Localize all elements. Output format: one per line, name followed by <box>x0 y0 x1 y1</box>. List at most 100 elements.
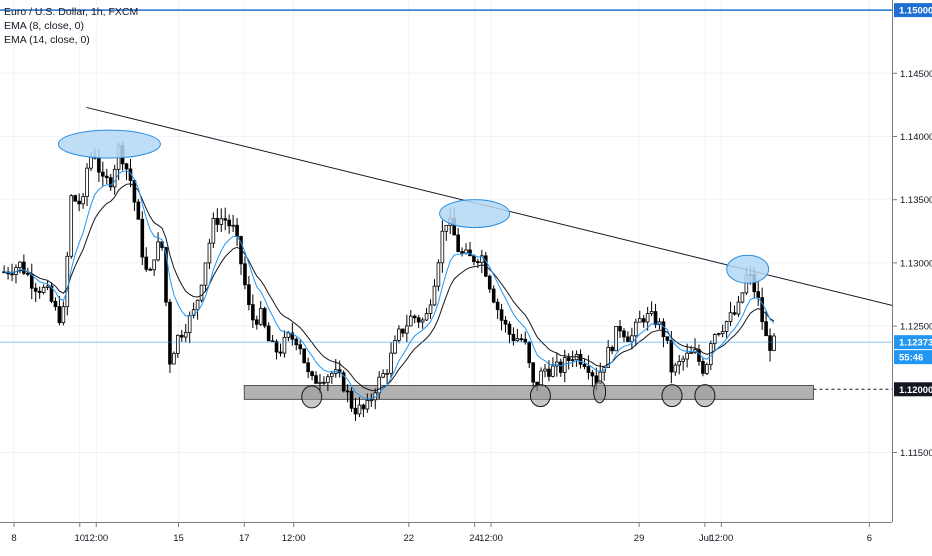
bar-countdown-label-bg <box>894 350 932 365</box>
candle-body <box>81 196 85 205</box>
time-tick-label: 22 <box>404 533 415 544</box>
candle-body <box>33 287 38 292</box>
highlight-bottom[interactable] <box>694 384 716 408</box>
candle-body <box>740 292 745 303</box>
candle-body <box>634 321 638 337</box>
candle-body <box>104 175 109 179</box>
candle-body <box>349 390 354 409</box>
time-tick-label: 24 <box>469 533 480 544</box>
candle-body <box>736 301 741 315</box>
price-tick-label: 1.13000 <box>900 258 932 269</box>
candle-body <box>649 311 654 314</box>
chart-legend: Euro / U.S. Dollar, 1h, FXCM EMA (8, clo… <box>4 5 138 47</box>
candle-body <box>539 370 543 387</box>
candle-body <box>436 262 441 287</box>
candle-body <box>503 319 508 325</box>
bar-countdown-label[interactable]: 55:46 <box>899 353 923 364</box>
chart-area[interactable]: Euro / U.S. Dollar, 1h, FXCM EMA (8, clo… <box>0 0 900 522</box>
candle-body <box>302 348 306 364</box>
candle-body <box>266 325 271 342</box>
candle-body <box>235 224 239 237</box>
candle-body <box>306 362 310 373</box>
candle-body <box>231 224 235 227</box>
candle-body <box>223 218 228 221</box>
candle-body <box>389 352 393 374</box>
candle-body <box>49 285 54 302</box>
candle-body <box>148 268 153 271</box>
candle-body <box>543 368 547 372</box>
candle-body <box>195 299 200 311</box>
candle-body <box>697 349 701 362</box>
highlight-bottom[interactable] <box>593 380 607 404</box>
price-axis[interactable]: 1.14500 1.14000 1.13500 1.13000 1.12500 1.115… <box>892 0 932 522</box>
price-tick-label: 1.11500 <box>900 448 932 459</box>
candle-body <box>570 359 575 362</box>
candle-body <box>499 309 504 321</box>
highlight-top[interactable] <box>439 199 511 229</box>
candle-body <box>156 241 160 261</box>
ema-slow-label[interactable]: EMA (14, close, 0) <box>4 34 90 46</box>
price-tick-label: 1.14000 <box>900 132 932 143</box>
candle-body <box>270 340 275 343</box>
candle-body <box>310 371 314 377</box>
candle-body <box>551 365 555 377</box>
time-tick-label: 29 <box>634 533 645 544</box>
time-tick-label: 12:00 <box>479 533 503 544</box>
candle-body <box>716 333 721 335</box>
candle-body <box>298 344 303 350</box>
candle-body <box>622 330 626 338</box>
candle-body <box>681 358 685 362</box>
upper-line-price-label[interactable]: 1.15000 <box>899 6 932 17</box>
candle-body <box>207 242 212 264</box>
time-tick-label: 12:00 <box>709 533 733 544</box>
candle-body <box>255 319 259 325</box>
highlight-top[interactable] <box>726 254 770 284</box>
candle-body <box>405 325 409 334</box>
candle-body <box>701 361 705 374</box>
candle-body <box>164 247 168 303</box>
candle-body <box>487 275 492 290</box>
candle-body <box>724 321 729 332</box>
current-price-label[interactable]: 1.12373 <box>899 338 932 349</box>
candle-body <box>365 400 370 410</box>
candle-body <box>412 315 417 319</box>
symbol-title[interactable]: Euro / U.S. Dollar, 1h, FXCM <box>4 6 139 18</box>
candle-body <box>286 332 291 338</box>
ema-fast-label[interactable]: EMA (8, close, 0) <box>4 20 84 32</box>
candle-body <box>357 404 362 415</box>
candle-body <box>108 177 113 188</box>
time-axis[interactable]: 8 10 12:00 15 17 12:00 22 24 12:00 29 Jul 12:00 6 <box>0 522 892 551</box>
upper-line-price-label-bg <box>894 3 932 18</box>
candle-body <box>720 331 725 334</box>
candle-body <box>590 372 595 377</box>
candle-body <box>645 313 650 323</box>
candle-body <box>610 346 614 352</box>
candle-body <box>468 249 472 257</box>
candle-body <box>772 335 776 351</box>
candle-body <box>618 326 622 332</box>
candle-body <box>626 336 630 343</box>
candle-body <box>77 200 81 205</box>
time-tick-label: 8 <box>11 533 16 544</box>
candle-body <box>227 219 231 227</box>
time-tick-label: 12:00 <box>84 533 108 544</box>
support-zone[interactable] <box>243 384 814 400</box>
candle-body <box>282 336 287 354</box>
candle-body <box>653 311 658 326</box>
candle-body <box>251 304 255 321</box>
candle-body <box>187 314 192 333</box>
candle-body <box>393 340 397 354</box>
candle-body <box>385 372 389 375</box>
candle-body <box>582 363 587 367</box>
price-chart[interactable] <box>0 0 900 522</box>
candle-body <box>495 301 500 311</box>
highlight-bottom[interactable] <box>301 385 323 409</box>
candle-body <box>728 312 733 322</box>
highlight-bottom[interactable] <box>661 384 683 408</box>
support-price-label[interactable]: 1.12000 <box>899 385 932 396</box>
candle-body <box>61 306 66 324</box>
highlight-bottom[interactable] <box>529 384 551 408</box>
candle-body <box>199 284 204 301</box>
highlight-top[interactable] <box>57 129 161 159</box>
candle-body <box>578 354 583 365</box>
